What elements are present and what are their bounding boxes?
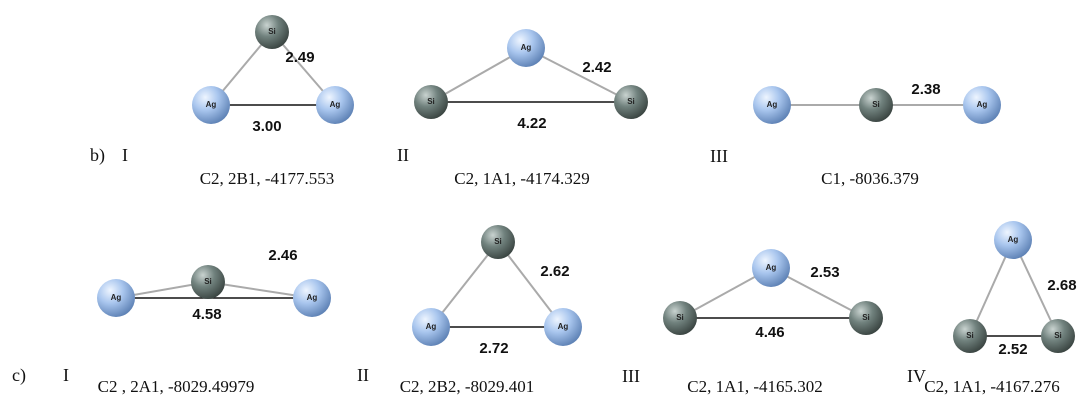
caption: C2, 2B2, -8029.401	[400, 377, 535, 396]
bond-length: 2.72	[479, 340, 508, 357]
atom-symbol: Si	[966, 331, 974, 340]
atom-symbol: Si	[494, 237, 502, 246]
atom-symbol: Si	[268, 27, 276, 36]
atom-symbol: Si	[1054, 331, 1062, 340]
atom-symbol: Si	[862, 313, 870, 322]
atom-symbol: Ag	[330, 100, 341, 109]
bond-length: 3.00	[252, 118, 281, 135]
atom-symbol: Ag	[766, 263, 777, 272]
structure-numeral: I	[122, 145, 128, 165]
caption: C2, 1A1, -4167.276	[924, 377, 1060, 396]
structure-numeral: II	[397, 145, 409, 165]
atom-symbol: Ag	[558, 322, 569, 331]
atom-symbol: Si	[204, 277, 212, 286]
atom-symbol: Ag	[206, 100, 217, 109]
atom-symbol: Si	[676, 313, 684, 322]
atom-symbol: Si	[872, 100, 880, 109]
bond-length: 2.52	[998, 341, 1027, 358]
caption: C1, -8036.379	[821, 169, 919, 188]
atom-symbol: Ag	[111, 293, 122, 302]
structure-numeral: II	[357, 365, 369, 385]
row-label: b)	[90, 145, 105, 166]
atom-symbol: Ag	[426, 322, 437, 331]
atom-symbol: Ag	[521, 43, 532, 52]
bond-length: 2.49	[285, 49, 314, 66]
bond-length: 2.42	[582, 59, 611, 76]
bond-length: 2.46	[268, 247, 297, 264]
caption: C2 , 2A1, -8029.49979	[98, 377, 255, 396]
bond-length: 2.68	[1047, 277, 1076, 294]
caption: C2, 1A1, -4174.329	[454, 169, 590, 188]
atom-symbol: Ag	[977, 100, 988, 109]
row-label: c)	[12, 365, 26, 386]
bond-length: 2.53	[810, 264, 839, 281]
structure-numeral: III	[710, 146, 728, 166]
atom-symbol: Si	[627, 97, 635, 106]
atom-symbol: Ag	[307, 293, 318, 302]
caption: C2, 1A1, -4165.302	[687, 377, 823, 396]
atom-symbol: Si	[427, 97, 435, 106]
bond-length: 4.46	[755, 324, 784, 341]
bond-length: 2.62	[540, 263, 569, 280]
structure-numeral: I	[63, 365, 69, 385]
atom-symbol: Ag	[1008, 235, 1019, 244]
caption: C2, 2B1, -4177.553	[200, 169, 335, 188]
bond-length: 2.38	[911, 81, 940, 98]
bond-length: 4.58	[192, 306, 221, 323]
atom-symbol: Ag	[767, 100, 778, 109]
structure-numeral: IV	[907, 366, 926, 386]
bond-length: 4.22	[517, 115, 546, 132]
figure: b) c) Si Ag Ag 2.49 3.00 I C2, 2B1, -4177.553 A…	[0, 0, 1080, 398]
structure-numeral: III	[622, 366, 640, 386]
